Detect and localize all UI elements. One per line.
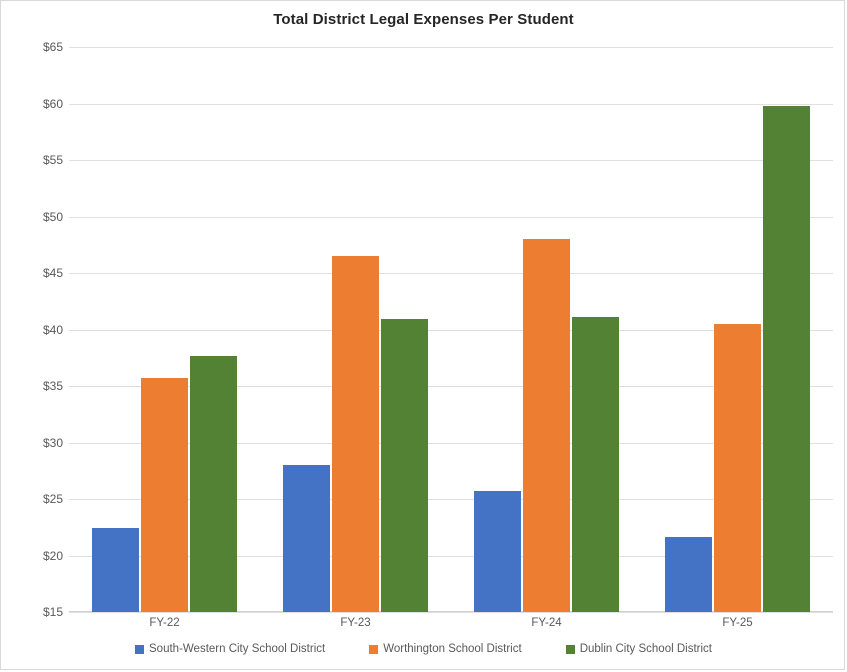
- x-axis-tick-label: FY-24: [531, 617, 562, 629]
- x-axis-tick-label: FY-25: [722, 617, 753, 629]
- gridline: [69, 103, 833, 105]
- legend-entry[interactable]: South-Western City School District: [135, 643, 325, 655]
- gridline: [69, 442, 833, 444]
- y-axis-tick-label: $25: [42, 492, 63, 506]
- y-axis-tick-label: $65: [42, 40, 63, 54]
- legend-label: Dublin City School District: [579, 643, 712, 655]
- bar[interactable]: [474, 491, 521, 612]
- plot-area: [69, 47, 833, 613]
- legend-swatch-icon: [369, 644, 379, 654]
- bar-group: [69, 47, 260, 612]
- bar[interactable]: [141, 378, 188, 612]
- bar[interactable]: [190, 355, 237, 612]
- bar-group: [451, 47, 642, 612]
- legend-entry[interactable]: Worthington School District: [369, 643, 522, 655]
- gridline: [69, 216, 833, 218]
- y-axis-tick-label: $55: [42, 153, 63, 167]
- y-axis-tick-label: $20: [42, 548, 63, 563]
- bar[interactable]: [523, 239, 570, 612]
- legend-swatch-icon: [135, 644, 145, 654]
- bar[interactable]: [92, 528, 139, 612]
- gridline: [69, 47, 833, 48]
- gridline: [69, 273, 833, 274]
- gridline: [69, 386, 833, 387]
- bar[interactable]: [332, 256, 379, 612]
- bar[interactable]: [381, 319, 428, 612]
- bar-group: [642, 47, 833, 612]
- gridline: [69, 499, 833, 500]
- chart-title: Total District Legal Expenses Per Studen…: [273, 11, 574, 28]
- gridline: [69, 612, 833, 613]
- bar[interactable]: [283, 465, 330, 612]
- y-axis: $65 $60 $55 $50 $45 $40 $35 $30 $25 $20 $15: [1, 40, 63, 619]
- y-axis-tick-label: $50: [42, 209, 63, 224]
- gridline: [69, 555, 833, 557]
- y-axis-tick-label: $35: [42, 379, 63, 393]
- legend-swatch-icon: [565, 644, 575, 654]
- bar[interactable]: [572, 317, 619, 612]
- y-axis-tick-label: $45: [42, 266, 63, 280]
- y-axis-tick-label: $30: [42, 435, 63, 450]
- x-axis-line: [69, 611, 833, 612]
- chart-legend: South-Western City School District Worthi…: [1, 643, 846, 655]
- legend-label: South-Western City School District: [149, 643, 326, 655]
- bar[interactable]: [714, 323, 761, 612]
- y-axis-tick-label: $60: [42, 96, 63, 111]
- x-axis-tick-label: FY-23: [340, 617, 371, 629]
- bar[interactable]: [763, 105, 810, 612]
- gridline: [69, 160, 833, 161]
- legend-label: Worthington School District: [383, 643, 522, 655]
- legend-entry[interactable]: Dublin City School District: [565, 643, 712, 655]
- bar[interactable]: [665, 537, 712, 612]
- y-axis-tick-label: $40: [42, 322, 63, 337]
- x-axis-tick-label: FY-22: [149, 617, 180, 629]
- bar-group: [260, 47, 451, 612]
- gridline: [69, 329, 833, 331]
- y-axis-tick-label: $15: [42, 605, 63, 619]
